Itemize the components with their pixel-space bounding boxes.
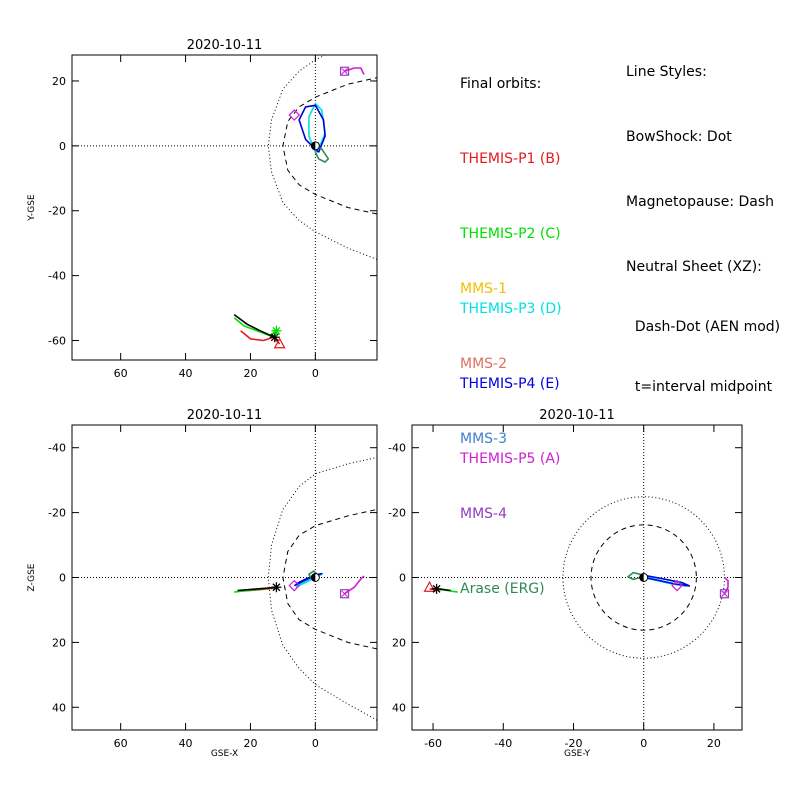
diamond-marker: [288, 109, 301, 121]
y-tick-label: 0: [59, 140, 66, 153]
legend-mms-2: MMS-2: [460, 356, 508, 372]
arase-erg-orbit: [314, 145, 330, 163]
x-axis-label: GSE-X: [211, 749, 238, 759]
x-tick-label: 0: [312, 367, 319, 380]
earth-night-side: [311, 573, 316, 582]
orbits-legend: Final orbits: THEMIS-P1 (B) THEMIS-P2 (C…: [460, 22, 562, 497]
x-tick-label: 20: [707, 737, 721, 750]
plot-area: [412, 425, 742, 730]
themis-p5-a-orbit: [344, 67, 365, 75]
y-tick-label: 20: [392, 636, 406, 649]
orbits-legend-title: Final orbits:: [460, 76, 542, 92]
star-marker: [271, 325, 282, 336]
magnetopause-boundary: [590, 524, 697, 631]
y-tick-label: 40: [392, 701, 406, 714]
y-tick-label: -20: [48, 507, 66, 520]
style-interval: t=interval midpoint: [626, 379, 773, 395]
y-tick-label: 20: [52, 636, 66, 649]
style-bowshock: BowShock: Dot: [626, 129, 732, 145]
y-tick-label: 20: [52, 75, 66, 88]
themis-p4-e-orbit: [643, 575, 691, 587]
legend-arase: Arase (ERG): [460, 581, 545, 597]
y-tick-label: 0: [399, 572, 406, 585]
legend-themis-p5: THEMIS-P5 (A): [460, 451, 561, 467]
track-black-orbit: [233, 313, 276, 339]
magnetopause-boundary: [282, 508, 377, 650]
themis-p4-e-orbit: [293, 572, 323, 587]
legend-themis-p4: THEMIS-P4 (E): [460, 376, 560, 392]
square-marker-cross: [721, 590, 728, 598]
x-tick-label: 40: [179, 737, 193, 750]
panel-2: 2020-10-11 60 40 20 0 40 20 0 -20 -40 GSE-X Z-GSE: [27, 408, 378, 759]
legend-themis-p1: THEMIS-P1 (B): [460, 151, 561, 167]
y-tick-label: -40: [48, 442, 66, 455]
panel-3: 2020-10-11 -60 -40 -20 0 20 40 20 0 -20 -40 GSE-Y: [388, 408, 743, 759]
style-dash-dot: Dash-Dot (AEN mod): [626, 319, 781, 335]
diamond-marker: [288, 579, 301, 592]
themis-p5-a-orbit: [344, 575, 365, 595]
legend-mms-1: MMS-1: [460, 281, 508, 297]
x-tick-label: -60: [424, 737, 442, 750]
x-tick-label: -20: [565, 737, 583, 750]
y-tick-label: 40: [52, 701, 66, 714]
bowshock-boundary: [267, 55, 377, 260]
mission-legend: MMS-1 MMS-2 MMS-3 MMS-4 Arase (ERG): [460, 227, 545, 627]
legend-themis-p2: THEMIS-P2 (C): [460, 226, 561, 242]
x-tick-label: 20: [243, 737, 257, 750]
triangle-marker: [273, 337, 286, 349]
y-tick-label: 0: [59, 572, 66, 585]
style-magnetopause: Magnetopause: Dash: [626, 194, 775, 210]
x-tick-label: 60: [114, 737, 128, 750]
square-marker: [339, 66, 350, 76]
y-tick-label: -20: [388, 507, 406, 520]
square-marker-cross: [341, 67, 348, 75]
star-marker: [269, 332, 280, 343]
x-tick-label: 0: [640, 737, 647, 750]
square-marker-cross: [341, 590, 348, 598]
x-axis-label: GSE-Y: [564, 749, 591, 759]
plot-title: 2020-10-11: [187, 38, 263, 53]
style-neutral-sheet: Neutral Sheet (XZ):: [626, 259, 762, 275]
y-axis-label: Y-GSE: [27, 194, 37, 222]
x-tick-label: 20: [243, 367, 257, 380]
x-tick-label: -40: [494, 737, 512, 750]
legend-mms-3: MMS-3: [460, 431, 508, 447]
themis-p4-e-orbit: [298, 104, 326, 153]
triangle-marker: [423, 580, 436, 592]
square-marker: [339, 589, 350, 599]
square-marker: [719, 589, 730, 599]
earth-night-side: [311, 141, 316, 150]
legend-mms-4: MMS-4: [460, 506, 508, 522]
y-tick-label: -40: [388, 442, 406, 455]
x-tick-label: 0: [312, 737, 319, 750]
legend-themis-p3: THEMIS-P3 (D): [460, 301, 562, 317]
earth-night-side: [639, 573, 644, 582]
plot-area: [72, 425, 377, 730]
y-tick-label: -20: [48, 205, 66, 218]
x-tick-label: 60: [114, 367, 128, 380]
y-tick-label: -40: [48, 270, 66, 283]
y-tick-label: -60: [48, 335, 66, 348]
plot-area: [72, 55, 377, 360]
panel-1: 2020-10-11 60 40 20 0 -60 -40 -20 0 20 Y-GSE: [27, 38, 378, 380]
plot-title: 2020-10-11: [539, 408, 615, 423]
plot-title: 2020-10-11: [187, 408, 263, 423]
diamond-marker: [671, 579, 683, 592]
magnetopause-boundary: [282, 77, 377, 215]
x-tick-label: 40: [179, 367, 193, 380]
themis-p5-a-orbit: [723, 576, 729, 595]
plot-frame: [71, 54, 378, 361]
line-styles-title: Line Styles:: [626, 64, 707, 80]
star-marker: [431, 583, 442, 594]
line-styles-legend: Line Styles: BowShock: Dot Magnetopause:…: [626, 22, 780, 417]
y-axis-label: Z-GSE: [27, 563, 37, 591]
star-marker: [271, 582, 282, 593]
themis-p2-c-orbit: [233, 317, 277, 337]
